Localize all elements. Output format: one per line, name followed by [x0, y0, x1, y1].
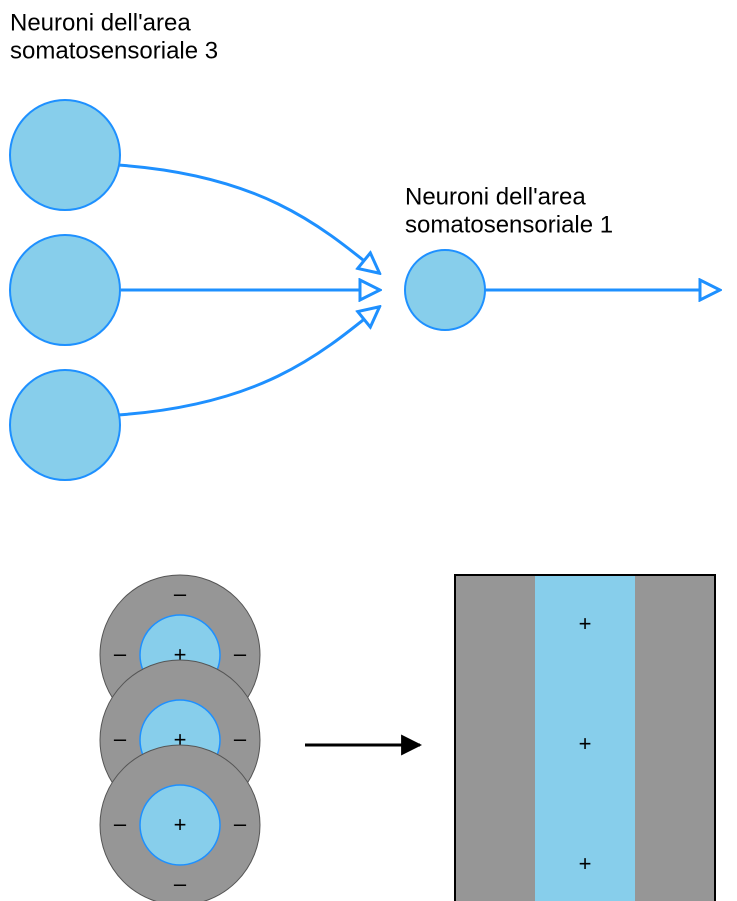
- rf-minus-top: –: [174, 581, 187, 606]
- rf-minus-right: –: [234, 811, 247, 836]
- band-plus-2: +: [579, 851, 592, 876]
- rf-minus-right: –: [234, 641, 247, 666]
- diagram-canvas: Neuroni dell'areasomatosensoriale 3Neuro…: [0, 0, 737, 901]
- rf-minus-right: –: [234, 726, 247, 751]
- input-neuron-2: [10, 370, 120, 480]
- target-neuron: [405, 250, 485, 330]
- oriented-field-rect: + + +: [455, 575, 715, 901]
- rf-minus-bottom: –: [174, 871, 187, 896]
- label-area-3-line1: Neuroni dell'area: [10, 9, 191, 36]
- rf-minus-left: –: [114, 641, 127, 666]
- input-neuron-1: [10, 235, 120, 345]
- axon-input-0: [118, 165, 378, 272]
- band-plus-0: +: [579, 611, 592, 636]
- rf-minus-left: –: [114, 726, 127, 751]
- label-area-1-line2: somatosensoriale 1: [405, 211, 613, 238]
- band-plus-1: +: [579, 731, 592, 756]
- input-neuron-0: [10, 100, 120, 210]
- rf-center-plus: +: [174, 812, 187, 837]
- label-area-3-line2: somatosensoriale 3: [10, 37, 218, 64]
- label-area-1-line1: Neuroni dell'area: [405, 183, 586, 210]
- receptive-field-2: + – – –: [100, 745, 260, 901]
- rf-minus-left: –: [114, 811, 127, 836]
- axon-input-2: [118, 308, 378, 415]
